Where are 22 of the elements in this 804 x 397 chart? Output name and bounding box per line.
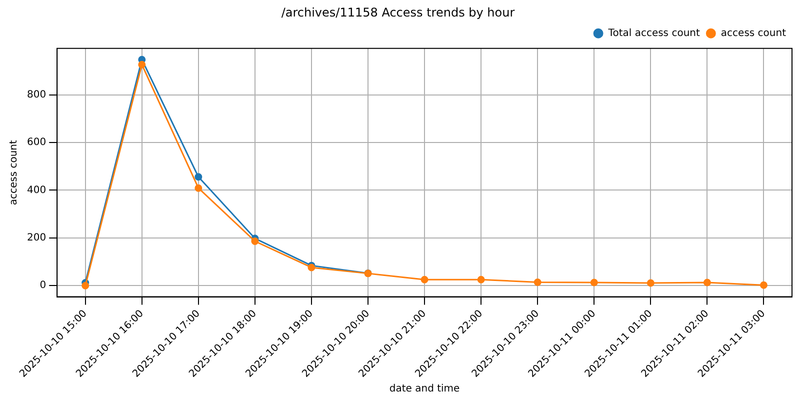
y-tick-label: 0 bbox=[40, 280, 46, 292]
point bbox=[534, 278, 542, 286]
y-tick-label: 800 bbox=[26, 89, 46, 100]
legend-label: Total access count bbox=[607, 28, 700, 39]
point bbox=[194, 173, 202, 181]
point bbox=[646, 279, 654, 287]
point bbox=[82, 282, 90, 290]
y-tick-label: 200 bbox=[26, 232, 46, 244]
point bbox=[138, 60, 146, 68]
y-tick-label: 400 bbox=[26, 184, 46, 196]
point bbox=[760, 281, 768, 289]
legend-label: access count bbox=[720, 28, 786, 39]
point bbox=[590, 278, 598, 286]
x-axis-title: date and time bbox=[389, 384, 460, 395]
point bbox=[477, 276, 485, 284]
point bbox=[703, 278, 711, 286]
point bbox=[194, 184, 202, 192]
point bbox=[251, 238, 259, 246]
chart-title: /archives/11158 Access trends by hour bbox=[281, 5, 515, 20]
point bbox=[420, 276, 428, 284]
y-tick-label: 600 bbox=[26, 137, 46, 148]
y-axis-title: access count bbox=[8, 140, 20, 206]
